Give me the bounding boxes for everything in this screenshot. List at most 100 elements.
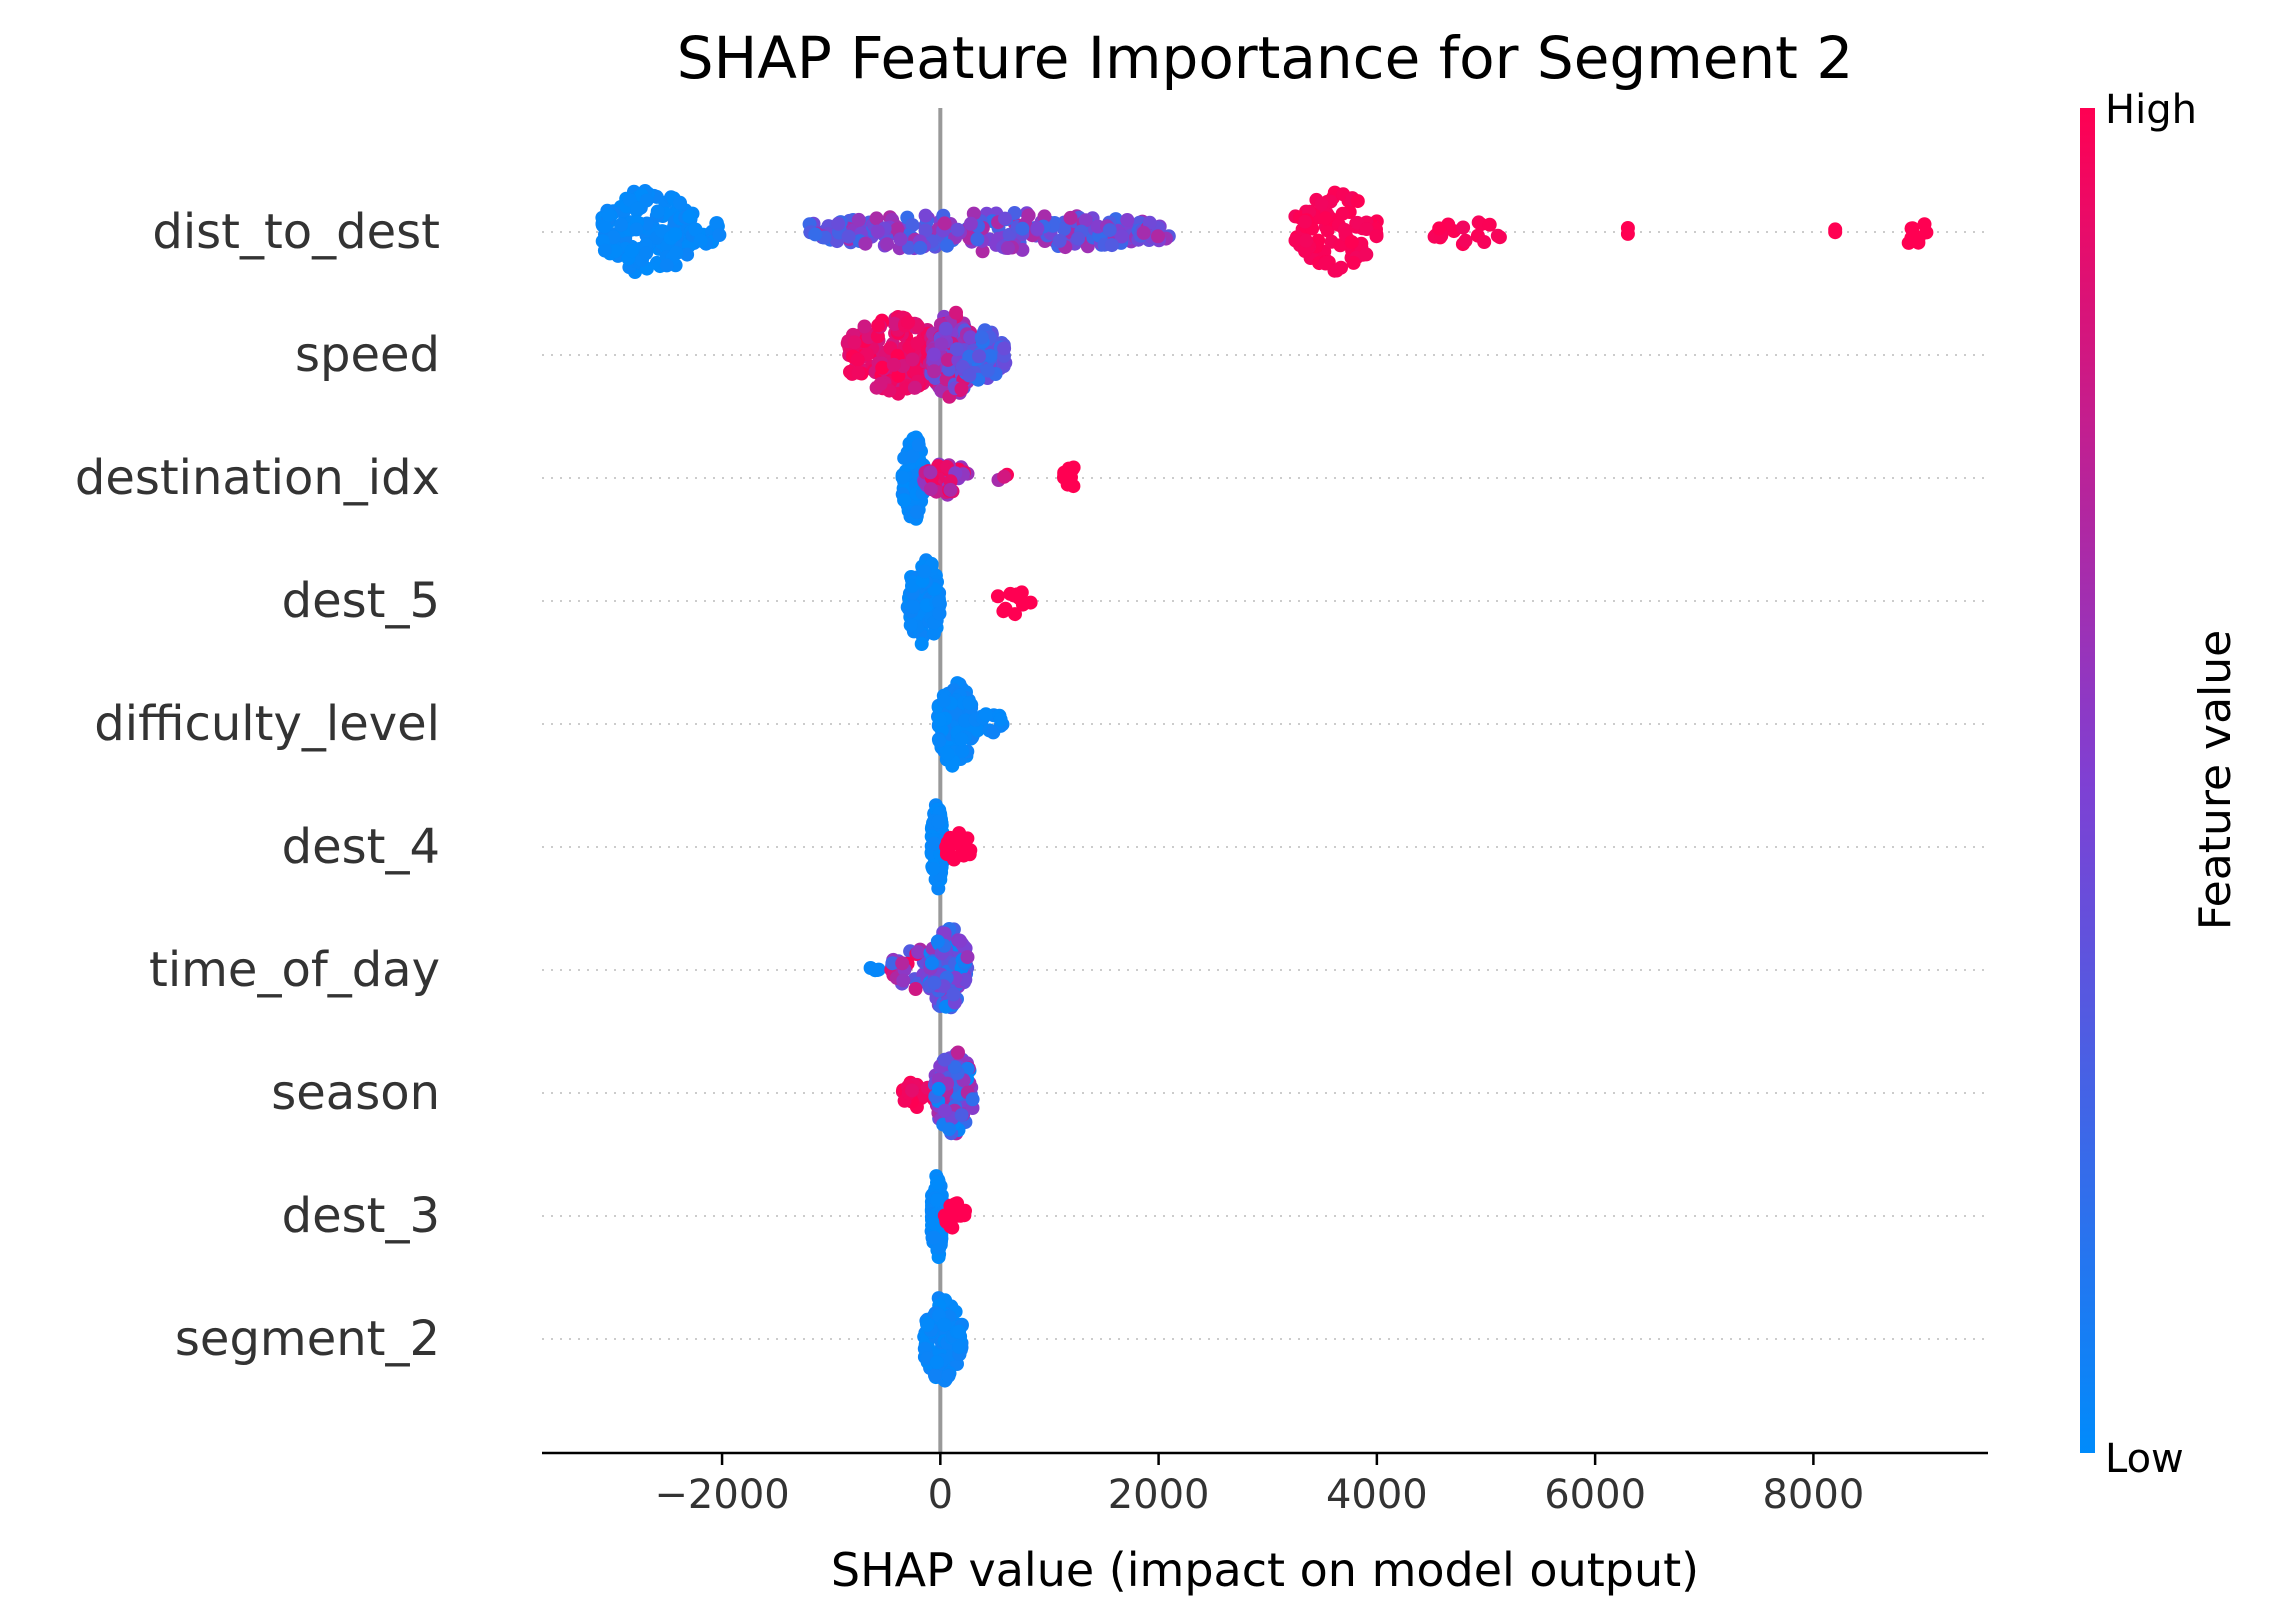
feature-label: segment_2: [175, 1311, 440, 1367]
shap-point: [1104, 238, 1119, 253]
shap-point: [920, 1317, 935, 1332]
shap-point: [873, 377, 888, 391]
shap-point: [896, 973, 911, 988]
shap-point: [951, 1045, 965, 1060]
shap-point: [970, 723, 985, 738]
shap-point: [1114, 229, 1129, 244]
shap-point: [875, 360, 890, 375]
shap-point: [914, 637, 929, 651]
shap-point: [962, 696, 977, 710]
shap-point: [1319, 255, 1334, 270]
shap-point: [937, 216, 952, 231]
shap-point: [902, 240, 917, 255]
shap-point: [926, 347, 941, 362]
shap-point: [1318, 211, 1333, 226]
shap-point: [597, 243, 612, 258]
shap-point: [907, 380, 922, 395]
feature-label: difficulty_level: [94, 696, 440, 752]
shap-point: [937, 1317, 952, 1332]
shap-point: [926, 626, 941, 641]
shap-point: [927, 1216, 942, 1231]
shap-point: [926, 861, 941, 876]
shap-point: [923, 465, 938, 480]
shap-point: [1021, 208, 1036, 223]
shap-point: [943, 482, 958, 497]
shap-point: [918, 223, 933, 238]
shap-point: [1901, 235, 1916, 250]
x-tick-label: 6000: [1544, 1472, 1646, 1518]
shap-point: [941, 1368, 956, 1383]
shap-point: [908, 982, 923, 996]
shap-point: [897, 493, 912, 508]
shap-point: [858, 236, 873, 251]
shap-point: [1298, 244, 1312, 259]
shap-point: [871, 962, 886, 977]
shap-point: [906, 600, 920, 614]
shap-point: [932, 733, 947, 748]
shap-point: [1320, 223, 1335, 238]
feature-label: destination_idx: [75, 450, 440, 506]
shap-point: [998, 211, 1012, 226]
shap-point: [1037, 209, 1052, 224]
shap-point: [937, 1103, 952, 1118]
shap-point: [997, 469, 1012, 484]
shap-point: [851, 212, 866, 227]
x-tick-label: −2000: [654, 1472, 789, 1518]
row-guides: [542, 231, 1988, 1340]
shap-point: [1432, 221, 1447, 236]
shap-point: [886, 357, 901, 372]
shap-point: [1299, 233, 1314, 248]
shap-point: [918, 208, 933, 223]
shap-point: [1102, 223, 1117, 238]
shap-point: [990, 589, 1005, 604]
shap-point: [895, 956, 910, 971]
shap-point: [1008, 607, 1022, 622]
x-tick-label: 4000: [1326, 1472, 1428, 1518]
shap-point: [963, 216, 978, 231]
shap-point: [1333, 238, 1348, 253]
shap-point: [624, 244, 639, 259]
feature-label: speed: [295, 327, 440, 383]
shap-point: [934, 337, 949, 352]
shap-point: [970, 232, 985, 247]
shap-point: [1013, 587, 1028, 602]
shap-point: [955, 744, 970, 759]
shap-point: [931, 814, 946, 829]
shap-point: [952, 1324, 967, 1339]
shap-point: [929, 1355, 944, 1370]
shap-point: [1314, 196, 1329, 211]
shap-point: [1359, 222, 1374, 236]
shap-point: [978, 707, 993, 722]
colorbar-high-label: High: [2105, 87, 2197, 133]
shap-point: [668, 227, 683, 242]
shap-point: [949, 305, 963, 320]
shap-point: [928, 1368, 942, 1383]
shap-point: [885, 956, 900, 971]
shap-point: [639, 246, 654, 261]
shap-point: [712, 228, 727, 242]
shap-point: [932, 606, 947, 621]
x-tick-label: 0: [928, 1472, 953, 1518]
shap-point: [975, 244, 990, 259]
shap-point: [1492, 230, 1507, 245]
shap-point: [930, 1193, 945, 1208]
shap-point: [630, 201, 645, 216]
shap-point: [927, 836, 942, 851]
x-tick-label: 2000: [1108, 1472, 1210, 1518]
shap-point: [597, 219, 612, 234]
colorbar-title: Feature value: [2190, 630, 2241, 930]
shap-point: [949, 342, 964, 357]
shap-point: [880, 237, 895, 252]
shap-point: [650, 204, 665, 219]
shap-point: [993, 712, 1008, 727]
shap-point: [940, 747, 955, 761]
shap-point: [1288, 233, 1303, 248]
shap-point: [952, 1339, 967, 1354]
shap-point: [601, 208, 616, 222]
shap-point: [871, 318, 886, 333]
shap-point: [947, 1060, 962, 1075]
shap-point: [608, 244, 623, 259]
shap-point: [1456, 220, 1471, 235]
shap-point: [932, 595, 947, 609]
